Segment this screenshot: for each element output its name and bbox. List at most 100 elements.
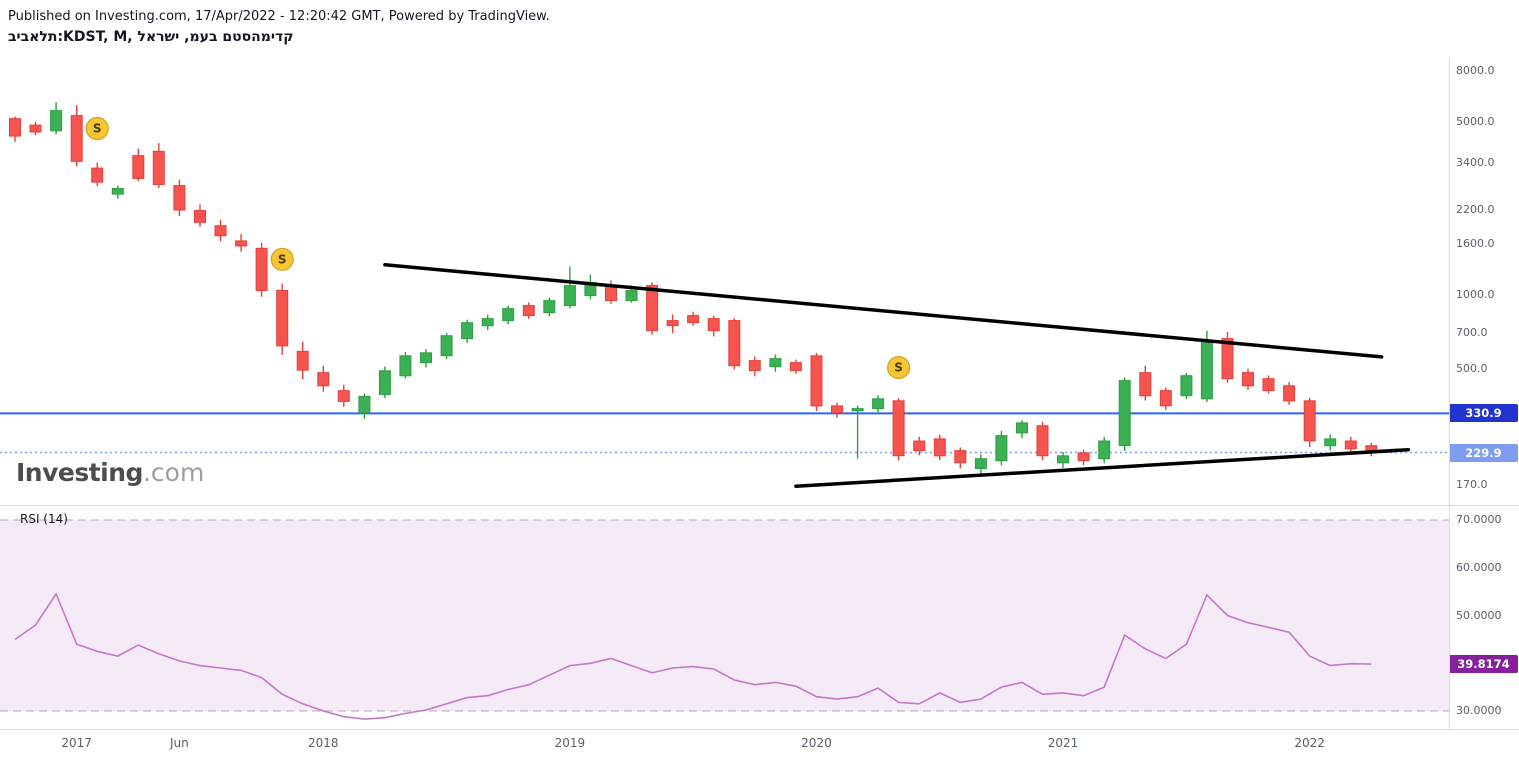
time-tick: 2020 [801, 736, 832, 750]
candle [687, 311, 700, 326]
watermark-domain: .com [142, 458, 205, 487]
candle [789, 359, 802, 374]
candle [933, 434, 946, 461]
rsi-tick: 60.0000 [1456, 560, 1502, 574]
upper-trendline[interactable] [383, 263, 1384, 359]
candle [769, 354, 782, 372]
rsi-line [14, 592, 1372, 720]
price-line-badge: 330.9 [1449, 404, 1518, 423]
pane-separator[interactable] [0, 505, 1519, 506]
candle [502, 305, 515, 325]
candle [337, 384, 350, 407]
candle [91, 162, 104, 186]
sell-signal-marker[interactable]: S [85, 116, 109, 141]
time-axis-separator [0, 729, 1519, 730]
candle [666, 314, 679, 334]
candle [255, 242, 268, 297]
candle [748, 356, 761, 377]
candle [707, 315, 720, 337]
price-tick: 500.0 [1456, 362, 1488, 376]
candle [974, 454, 987, 474]
svg-text:S: S [93, 122, 102, 136]
price-pane-canvas[interactable]: S S S [0, 58, 1449, 505]
rsi-band [0, 520, 1449, 711]
price-tick: 1000.0 [1456, 287, 1495, 301]
candle [1016, 420, 1028, 439]
price-axis-border [1449, 58, 1450, 729]
symbol-title: תלאביב:KDST, M, קדימהסטם בעמ, ישראל [8, 29, 294, 45]
candle [132, 148, 145, 182]
candle [831, 402, 843, 418]
candle [152, 143, 165, 188]
rsi-pane-canvas[interactable] [0, 505, 1449, 729]
candle [522, 302, 535, 319]
time-tick: 2018 [307, 736, 339, 750]
price-tick: 1600.0 [1456, 237, 1495, 251]
sell-signal-marker[interactable]: S [270, 247, 294, 271]
candle [70, 105, 83, 167]
price-line-badge: 229.9 [1449, 443, 1518, 462]
time-tick: 2017 [61, 736, 92, 750]
candle [1159, 387, 1172, 410]
candle [584, 274, 597, 300]
candle [1283, 382, 1296, 405]
candle [317, 365, 330, 392]
price-tick: 2200.0 [1456, 202, 1495, 216]
candle [1139, 365, 1152, 401]
svg-text:S: S [278, 252, 287, 266]
candle [1221, 332, 1234, 383]
candle [728, 318, 741, 370]
candle [563, 266, 576, 309]
time-tick: 2022 [1294, 736, 1325, 750]
candle [461, 319, 474, 343]
lower-trendline[interactable] [794, 447, 1411, 488]
price-tick: 700.0 [1456, 325, 1488, 339]
candle [235, 233, 248, 252]
candle [420, 349, 432, 368]
candle [399, 352, 412, 379]
candle [1118, 377, 1131, 452]
watermark-brand: Investing [16, 458, 143, 487]
candle [214, 219, 227, 242]
candle [50, 102, 63, 135]
rsi-tick: 30.0000 [1456, 704, 1502, 717]
price-tick: 3400.0 [1456, 156, 1495, 170]
time-tick: 2021 [1047, 736, 1079, 750]
candle [378, 366, 391, 398]
candle [1262, 375, 1275, 394]
price-tick: 5000.0 [1456, 114, 1495, 128]
candle [9, 116, 21, 142]
time-axis[interactable]: 2017 Jun 2018 2019 2020 2021 2022 [0, 729, 1449, 758]
candle [872, 395, 885, 415]
price-tick: 8000.0 [1456, 64, 1495, 78]
candle [296, 341, 309, 380]
price-axis[interactable]: 8000.0 5000.0 3400.0 2200.0 1600.0 1000.0 700.… [1449, 0, 1519, 758]
candle [851, 405, 864, 459]
candle [543, 297, 556, 317]
candle [1180, 373, 1193, 400]
candle [1036, 421, 1049, 461]
candle [111, 185, 124, 199]
candle [276, 283, 289, 355]
svg-text:S: S [894, 361, 903, 375]
candle [995, 431, 1008, 466]
candle [1365, 443, 1378, 457]
candle [1303, 398, 1316, 447]
candle [173, 179, 186, 216]
rsi-value-badge: 39.8174 [1449, 655, 1518, 674]
price-tick: 170.0 [1456, 477, 1488, 491]
rsi-indicator-label: RSI (14) [20, 512, 68, 526]
time-tick: Jun [170, 736, 189, 750]
candle [358, 393, 371, 419]
investing-watermark: Investing.com [16, 458, 204, 487]
candle [1324, 434, 1337, 451]
sell-signal-marker[interactable]: S [886, 356, 911, 380]
candle [954, 447, 967, 469]
candle [810, 352, 823, 412]
candle [1344, 436, 1357, 454]
rsi-tick: 70.0000 [1456, 513, 1502, 526]
published-line: Published on Investing.com, 17/Apr/2022 … [8, 9, 550, 24]
time-tick: 2019 [554, 736, 586, 750]
candle [29, 121, 42, 136]
